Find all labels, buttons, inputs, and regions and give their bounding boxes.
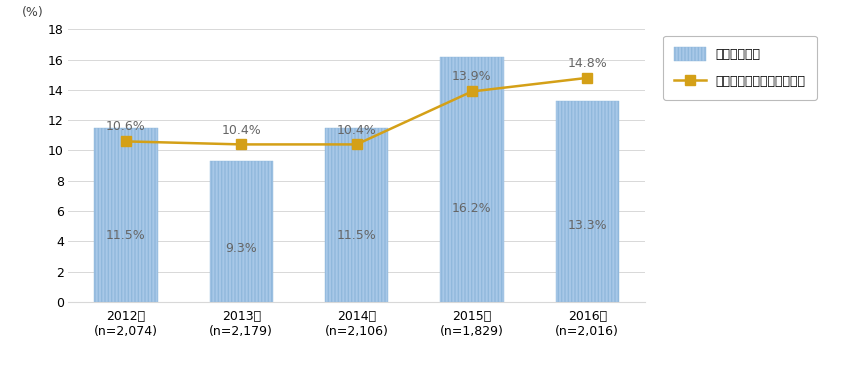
Bar bbox=[555, 100, 619, 302]
Text: 13.3%: 13.3% bbox=[567, 219, 607, 232]
Text: 11.5%: 11.5% bbox=[337, 229, 376, 242]
Text: 10.4%: 10.4% bbox=[222, 124, 261, 137]
Legend: 導入している, 導入している（移動平均）: 導入している, 導入している（移動平均） bbox=[663, 36, 817, 100]
Bar bbox=[210, 161, 273, 302]
Bar bbox=[94, 128, 158, 302]
Text: (%): (%) bbox=[22, 6, 43, 18]
Bar bbox=[441, 57, 503, 302]
Text: 10.6%: 10.6% bbox=[106, 120, 146, 133]
Text: 13.9%: 13.9% bbox=[453, 70, 492, 83]
Text: 11.5%: 11.5% bbox=[106, 229, 146, 242]
Text: 14.8%: 14.8% bbox=[567, 57, 607, 70]
Text: 16.2%: 16.2% bbox=[453, 202, 492, 215]
Text: 10.4%: 10.4% bbox=[337, 124, 376, 137]
Bar bbox=[325, 128, 388, 302]
Text: 9.3%: 9.3% bbox=[225, 242, 257, 255]
